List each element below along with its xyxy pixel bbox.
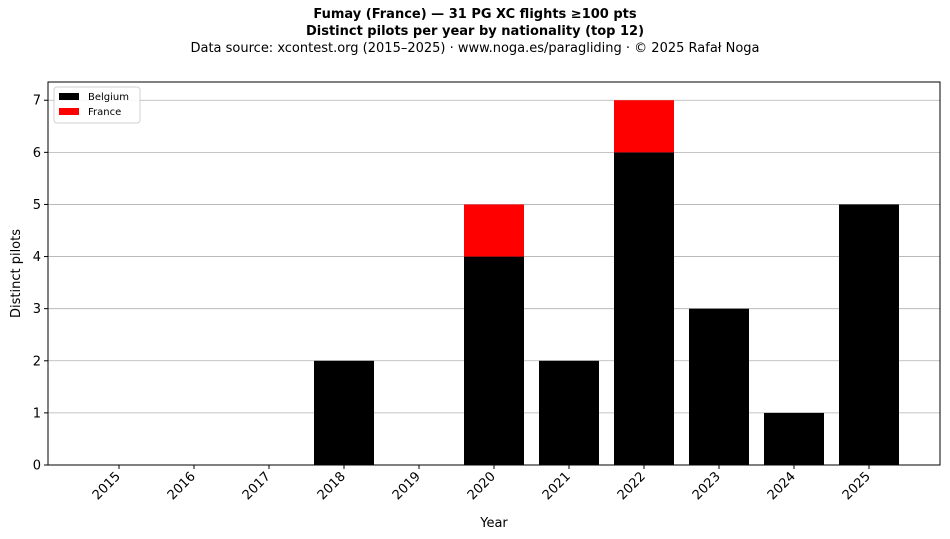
bar-belgium-2018 <box>314 360 374 465</box>
bar-belgium-2024 <box>764 412 824 465</box>
y-axis: 0 1 2 3 4 5 6 7 <box>33 94 48 474</box>
x-tick-label: 2018 <box>315 469 349 503</box>
legend-swatch-belgium <box>59 93 79 100</box>
y-tick-label: 3 <box>33 302 41 317</box>
y-tick-label: 0 <box>33 459 41 474</box>
x-tick-label: 2016 <box>165 469 199 503</box>
x-tick-label: 2023 <box>690 469 724 503</box>
x-tick-label: 2021 <box>540 469 574 503</box>
chart-title-block: Fumay (France) — 31 PG XC flights ≥100 p… <box>0 6 950 57</box>
x-tick-label: 2019 <box>390 469 424 503</box>
x-tick-label: 2025 <box>840 469 874 503</box>
legend: Belgium France <box>53 86 141 124</box>
legend-swatch-france <box>59 108 79 115</box>
x-tick-label: 2024 <box>765 469 799 503</box>
bar-france-2022 <box>614 100 674 153</box>
x-axis-label: Year <box>479 516 508 531</box>
y-tick-label: 4 <box>33 250 41 265</box>
x-tick-label: 2022 <box>615 469 649 503</box>
y-axis-label: Distinct pilots <box>9 229 24 318</box>
x-tick-label: 2017 <box>240 469 274 503</box>
legend-label-france: France <box>88 107 121 118</box>
y-tick-label: 1 <box>33 406 41 421</box>
y-tick-label: 7 <box>33 94 41 109</box>
x-axis: 2015 2016 2017 2018 2019 2020 2021 2022 2023 2024… <box>90 465 874 503</box>
y-tick-label: 6 <box>33 146 41 161</box>
chart-source-line: Data source: xcontest.org (2015–2025) · … <box>190 41 760 56</box>
bar-belgium-2022 <box>614 152 674 466</box>
bars <box>314 100 899 466</box>
legend-label-belgium: Belgium <box>88 92 129 103</box>
chart-subtitle: Distinct pilots per year by nationality … <box>305 24 645 39</box>
bar-belgium-2021 <box>539 360 599 465</box>
y-tick-label: 2 <box>33 354 41 369</box>
bar-belgium-2025 <box>839 204 899 465</box>
bar-france-2020 <box>464 204 524 257</box>
x-tick-label: 2015 <box>90 469 124 503</box>
y-tick-label: 5 <box>33 198 41 213</box>
bar-belgium-2023 <box>689 308 749 465</box>
chart-title: Fumay (France) — 31 PG XC flights ≥100 p… <box>313 7 637 22</box>
bar-belgium-2020 <box>464 256 524 465</box>
x-tick-label: 2020 <box>465 469 499 503</box>
